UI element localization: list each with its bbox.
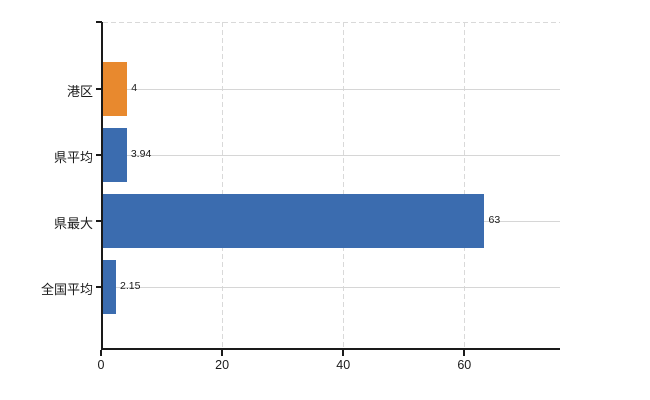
gridline-vertical (464, 22, 466, 348)
bar (103, 128, 127, 182)
plot-top-border (103, 22, 560, 23)
gridline-horizontal (103, 287, 560, 288)
x-tick-label: 60 (457, 358, 472, 372)
category-label: 全国平均 (40, 282, 93, 297)
y-axis-tick (96, 88, 102, 90)
x-axis-tick (221, 350, 224, 356)
x-axis-tick (100, 350, 102, 356)
bar-value-label: 4 (131, 82, 138, 94)
x-axis-tick (342, 350, 345, 356)
bar-value-label: 2.15 (120, 280, 141, 292)
plot-area: 4 3.94 63 2.15 (101, 22, 560, 350)
bar-value-label: 3.94 (130, 148, 152, 160)
x-tick-label: 20 (215, 358, 230, 372)
y-axis-tick (96, 21, 102, 23)
category-label: 県最大 (53, 216, 93, 231)
gridline-horizontal (103, 89, 560, 90)
bar (103, 194, 485, 248)
y-axis-tick (96, 154, 102, 156)
x-tick-label: 40 (336, 358, 351, 372)
x-tick-label: 0 (97, 358, 105, 372)
x-axis-tick (463, 350, 466, 356)
bar-value-label: 63 (488, 214, 501, 226)
category-label: 県平均 (53, 150, 93, 165)
category-label: 港区 (66, 84, 93, 99)
bar (103, 62, 128, 116)
gridline-vertical (222, 22, 224, 348)
y-axis-tick (96, 220, 102, 222)
gridline-horizontal (103, 155, 560, 156)
gridline-vertical (343, 22, 345, 348)
bar (103, 260, 117, 314)
y-axis-tick (96, 286, 102, 288)
